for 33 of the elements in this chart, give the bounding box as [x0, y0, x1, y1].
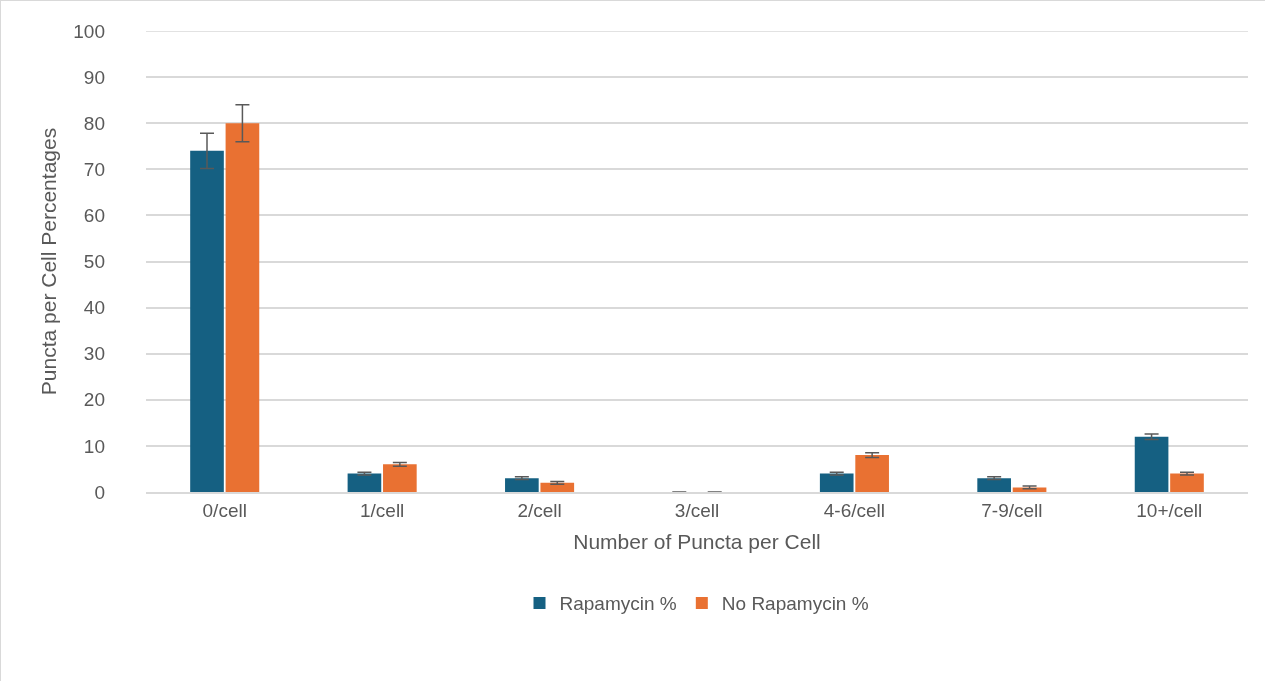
y-tick-label: 40 [83, 297, 105, 319]
y-tick-label: 10 [83, 435, 105, 457]
bar [505, 478, 539, 492]
x-axis-title: Number of Puncta per Cell [573, 530, 821, 554]
bar [1134, 436, 1169, 492]
y-tick-label: 50 [83, 251, 105, 273]
bar [347, 473, 382, 492]
bar [855, 455, 889, 492]
y-tick-label: 80 [83, 112, 105, 134]
y-tick-label: 20 [83, 389, 105, 411]
y-tick-label: 90 [83, 66, 105, 88]
y-tick-label: 100 [73, 20, 105, 42]
x-tick-label: 1/cell [359, 499, 405, 521]
bar [1170, 473, 1204, 492]
bar [383, 464, 417, 492]
bar [225, 123, 260, 492]
x-tick-label: 10+/cell [1136, 499, 1203, 521]
bar [977, 478, 1011, 492]
x-tick-label: 0/cell [202, 499, 247, 521]
x-tick-label: 2/cell [517, 499, 562, 521]
x-tick-label: 4-6/cell [823, 499, 886, 521]
y-tick-label: 70 [83, 158, 105, 180]
legend-label: Rapamycin % [559, 593, 677, 615]
bar [190, 150, 224, 492]
x-tick-label: 3/cell [674, 499, 720, 521]
y-axis-title: Puncta per Cell Percentages [37, 127, 61, 396]
legend-label: No Rapamycin % [721, 593, 869, 615]
bar [540, 482, 575, 492]
y-tick-label: 0 [94, 481, 105, 503]
bar [819, 473, 854, 492]
y-tick-label: 30 [83, 343, 105, 365]
y-tick-label: 60 [83, 205, 105, 227]
x-tick-label: 7-9/cell [981, 499, 1043, 521]
